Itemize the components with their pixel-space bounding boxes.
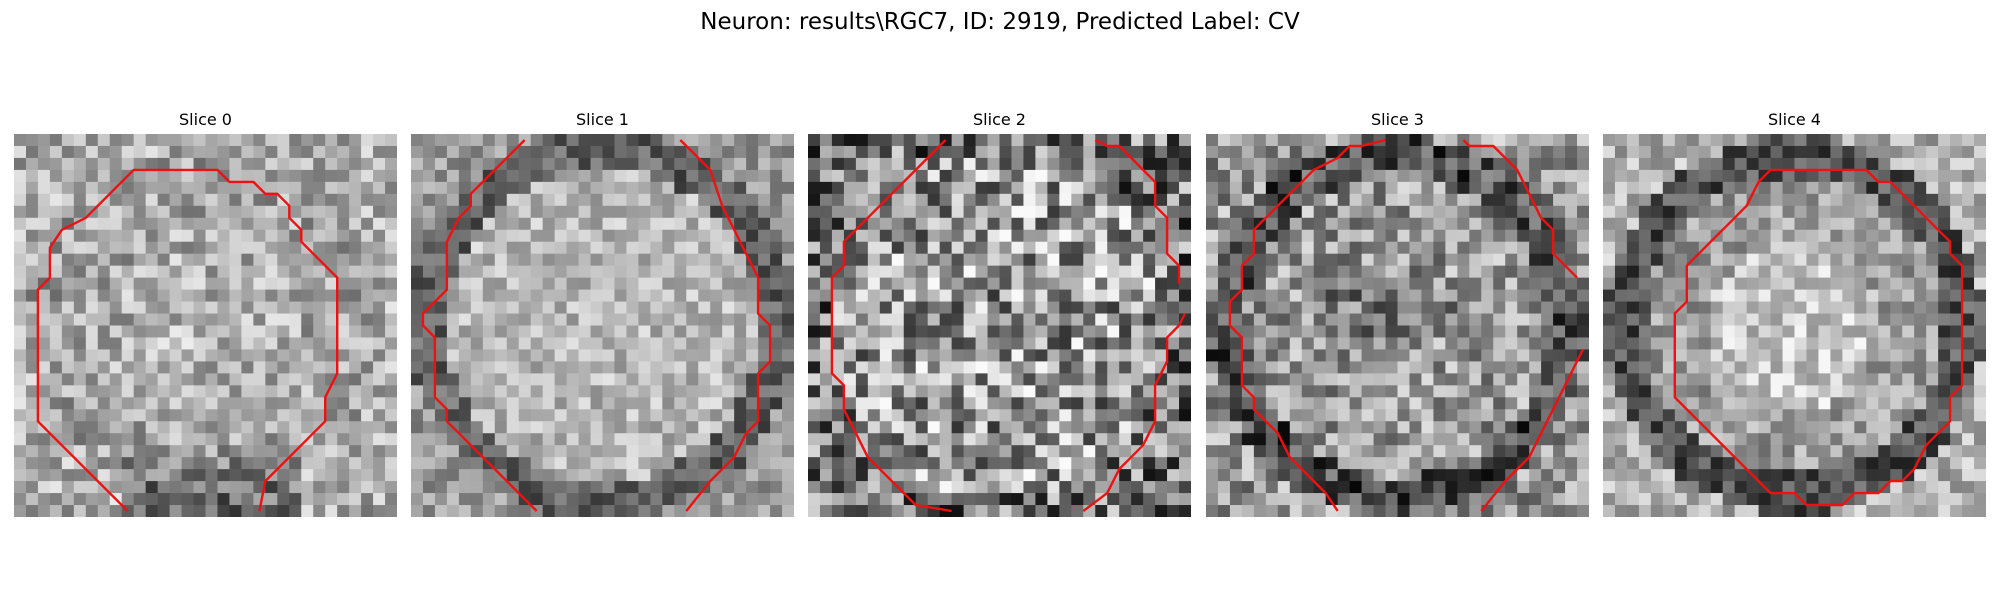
slice-title: Slice 3 xyxy=(1371,110,1424,129)
slice-panel-3: Slice 3 xyxy=(1206,110,1589,517)
slice-title: Slice 1 xyxy=(576,110,629,129)
pixel-grid xyxy=(808,134,1191,517)
pixel-grid xyxy=(1603,134,1986,517)
slice-panel-2: Slice 2 xyxy=(808,110,1191,517)
contour-line xyxy=(1673,168,1964,507)
slice-image-3 xyxy=(1206,134,1589,517)
contour-line xyxy=(1462,139,1578,279)
pixel-grid xyxy=(1206,134,1589,517)
contour-line xyxy=(421,139,538,512)
contour-line xyxy=(1228,138,1386,512)
slice-image-1 xyxy=(411,134,794,517)
contour-line xyxy=(1094,138,1181,284)
contour-line xyxy=(830,139,952,513)
contour-line xyxy=(36,168,339,512)
slice-image-0 xyxy=(14,134,397,517)
contour-line xyxy=(679,139,772,512)
contour-line xyxy=(1082,312,1187,512)
slice-title: Slice 0 xyxy=(179,110,232,129)
pixel-grid xyxy=(411,134,794,517)
slice-panel-4: Slice 4 xyxy=(1603,110,1986,517)
slice-title: Slice 2 xyxy=(973,110,1026,129)
contour-line xyxy=(1480,348,1585,512)
slice-panel-1: Slice 1 xyxy=(411,110,794,517)
slice-panel-0: Slice 0 xyxy=(14,110,397,517)
slice-image-2 xyxy=(808,134,1191,517)
figure-title: Neuron: results\RGC7, ID: 2919, Predicte… xyxy=(700,9,1300,35)
slice-title: Slice 4 xyxy=(1768,110,1821,129)
slice-image-4 xyxy=(1603,134,1986,517)
pixel-grid xyxy=(14,134,397,517)
